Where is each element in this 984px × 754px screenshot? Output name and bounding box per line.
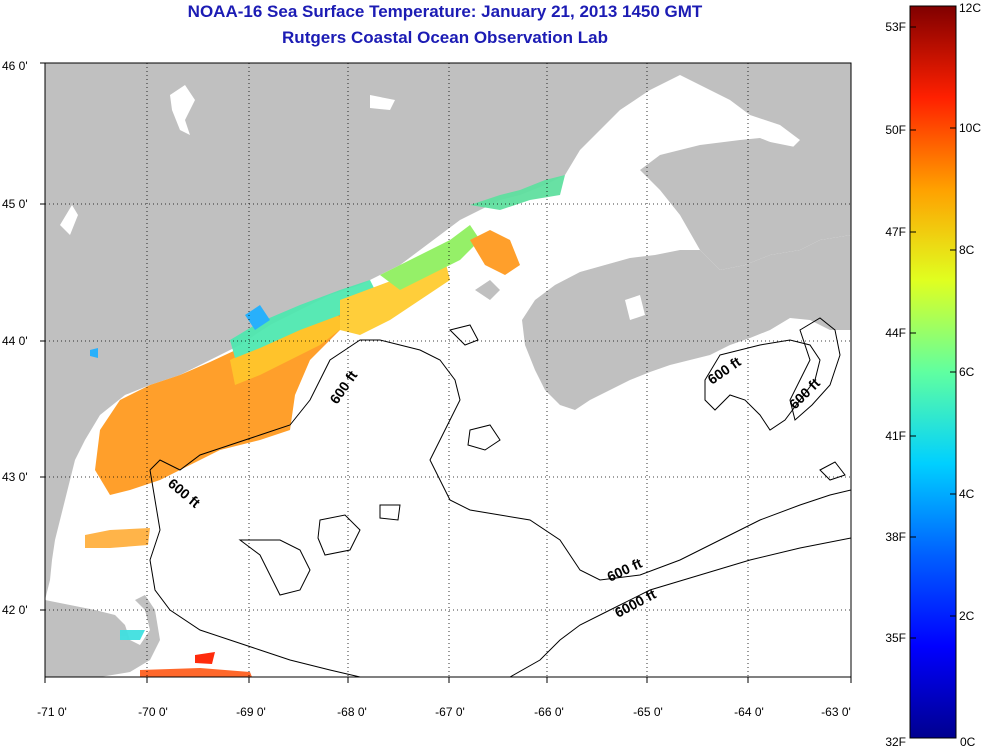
land-nova-scotia bbox=[522, 235, 851, 410]
lon-tick-label: -64 0' bbox=[734, 705, 764, 719]
depth-contours bbox=[149, 317, 851, 677]
land-island bbox=[760, 140, 800, 158]
colorbar-c-label: 8C bbox=[959, 243, 975, 257]
lat-tick-label: 43 0' bbox=[2, 470, 28, 484]
colorbar-c-label: 2C bbox=[959, 609, 975, 623]
colorbar-f-label: 53F bbox=[885, 20, 906, 34]
colorbar-c-label: 4C bbox=[959, 487, 975, 501]
colorbar-c-label: 10C bbox=[959, 121, 981, 135]
colorbar-f-label: 47F bbox=[885, 225, 906, 239]
lon-tick-label: -63 0' bbox=[821, 705, 851, 719]
lon-tick-label: -68 0' bbox=[337, 705, 367, 719]
sst-data bbox=[85, 175, 565, 677]
colorbar-f-label: 50F bbox=[885, 123, 906, 137]
lon-tick-label: -70 0' bbox=[138, 705, 168, 719]
lon-tick-label: -65 0' bbox=[633, 705, 663, 719]
lake bbox=[170, 85, 195, 135]
lake bbox=[625, 295, 645, 320]
lake bbox=[60, 205, 78, 235]
lon-tick-label: -69 0' bbox=[236, 705, 266, 719]
colorbar-f-label: 41F bbox=[885, 429, 906, 443]
land-island bbox=[475, 280, 500, 300]
map-title: NOAA-16 Sea Surface Temperature: January… bbox=[187, 2, 703, 21]
colorbar-f-label: 38F bbox=[885, 530, 906, 544]
colorbar-c-label: 0C bbox=[960, 735, 976, 749]
land-mainland bbox=[45, 63, 851, 600]
colorbar-c-label: 6C bbox=[959, 365, 975, 379]
lon-tick-label: -67 0' bbox=[435, 705, 465, 719]
lat-tick-label: 44 0' bbox=[2, 334, 28, 348]
lon-tick-label: -66 0' bbox=[534, 705, 564, 719]
colorbar: 53F 50F 47F 44F 41F 38F 35F 32F 12C 10C … bbox=[885, 1, 981, 749]
axis-ticks bbox=[40, 62, 852, 683]
lat-tick-label: 46 0' bbox=[2, 59, 28, 73]
lat-tick-label: 42 0' bbox=[2, 603, 28, 617]
colorbar-f-label: 32F bbox=[885, 735, 906, 749]
colorbar-gradient bbox=[909, 5, 957, 739]
map-frame bbox=[44, 62, 852, 678]
lon-tick-label: -71 0' bbox=[37, 705, 67, 719]
colorbar-c-label: 12C bbox=[959, 1, 981, 15]
colorbar-f-label: 44F bbox=[885, 326, 906, 340]
lat-tick-label: 45 0' bbox=[2, 197, 28, 211]
colorbar-f-label: 35F bbox=[885, 631, 906, 645]
map-subtitle: Rutgers Coastal Ocean Observation Lab bbox=[282, 28, 608, 47]
map-canvas: 600 ft 600 ft 600 ft 600 ft 600 ft 6000 … bbox=[45, 63, 851, 677]
lake bbox=[370, 95, 395, 110]
land-cape-cod bbox=[45, 595, 160, 677]
